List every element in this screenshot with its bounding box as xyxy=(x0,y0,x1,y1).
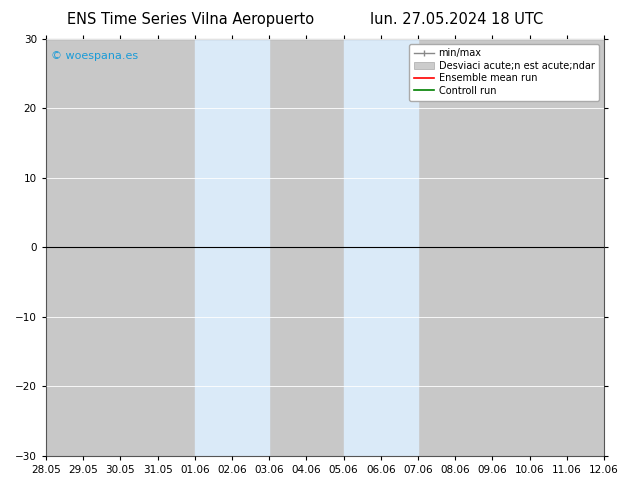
Text: lun. 27.05.2024 18 UTC: lun. 27.05.2024 18 UTC xyxy=(370,12,543,27)
Text: ENS Time Series Vilna Aeropuerto: ENS Time Series Vilna Aeropuerto xyxy=(67,12,314,27)
Bar xyxy=(381,39,418,456)
Text: © woespana.es: © woespana.es xyxy=(51,51,139,61)
Legend: min/max, Desviaci acute;n est acute;ndar, Ensemble mean run, Controll run: min/max, Desviaci acute;n est acute;ndar… xyxy=(410,44,599,100)
Bar xyxy=(232,39,269,456)
Bar xyxy=(344,39,381,456)
Bar xyxy=(195,39,232,456)
